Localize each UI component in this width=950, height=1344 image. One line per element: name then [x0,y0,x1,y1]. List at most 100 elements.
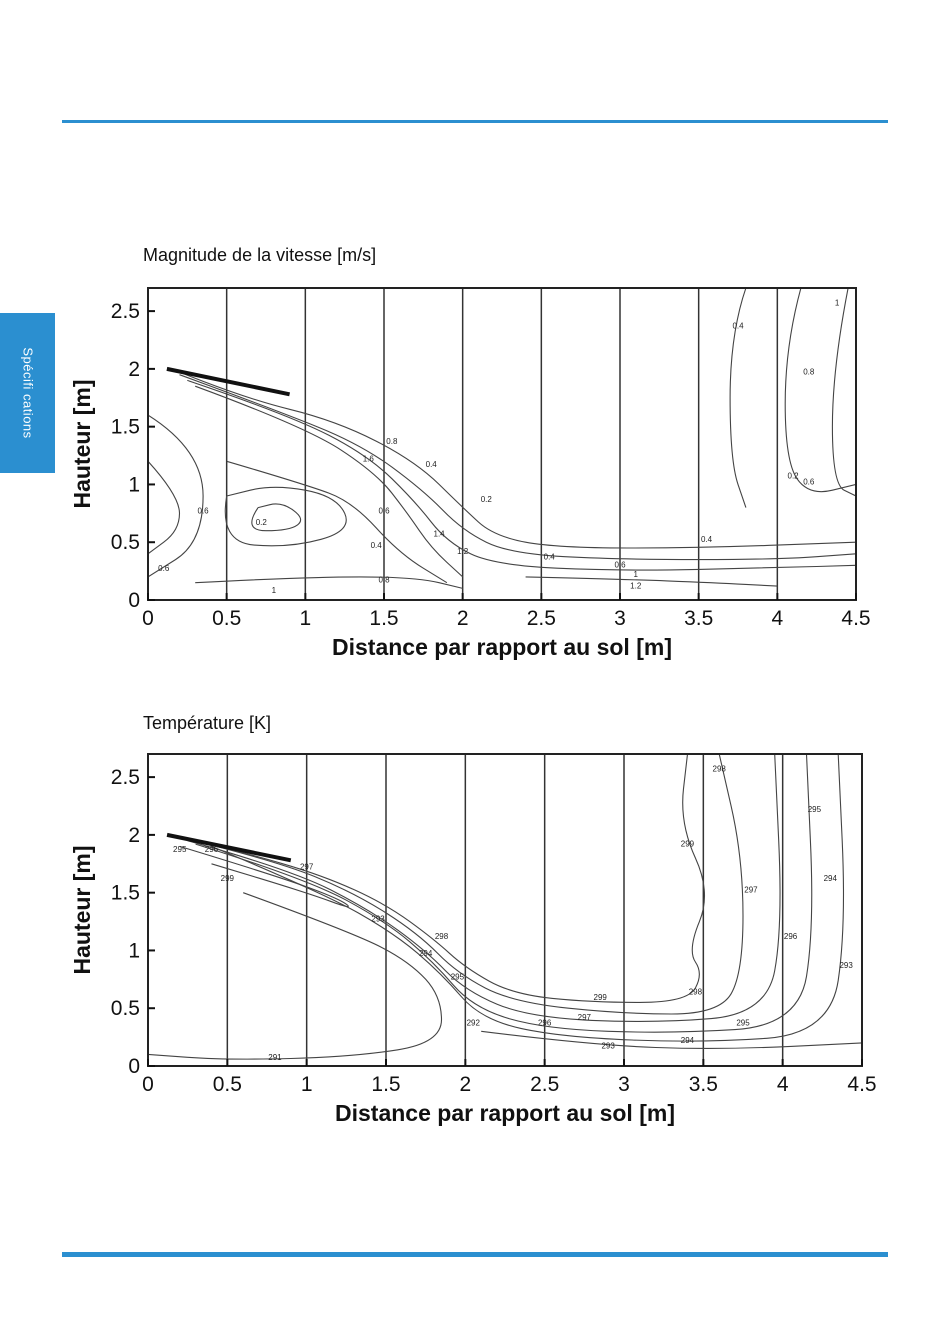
contour-line-6 [224,486,347,547]
contour-label: 297 [578,1013,592,1022]
contour-label: 294 [681,1036,695,1045]
velocity-contour-chart: 0.2 0.4 0.6 0.8 1 1.4 1.2 1.6 0.8 0.4 0.2 0.4 0.4 0.6… [0,260,950,700]
contour-line-13 [831,288,856,497]
contour-label: 0.4 [544,553,556,562]
contour-label: 1.2 [630,581,642,590]
x-tick-label: 3 [614,607,626,630]
contour-label: 0.6 [198,506,210,515]
contour-line-8 [148,460,181,555]
contour-label: 1 [634,570,639,579]
y-tick-label: 2.5 [111,766,140,789]
y-axis-title: Hauteur [m] [69,845,95,974]
contour-label: 0.4 [701,535,713,544]
contour-label: 293 [601,1042,615,1051]
contour-line-3 [195,385,464,578]
chart-1-title: Magnitude de la vitesse [m/s] [143,245,377,265]
contour-label: 291 [268,1053,282,1062]
contour-label: 0.6 [803,477,815,486]
section-side-tab[interactable]: Spécifi cations [0,313,55,473]
y-tick-label: 0.5 [111,997,140,1020]
x-tick-label: 1.5 [369,607,398,630]
contour-label: 299 [594,993,608,1002]
x-tick-label: 0 [142,1073,154,1096]
x-tick-label: 2.5 [530,1073,559,1096]
x-tick-label: 2.5 [527,607,556,630]
contour-line-4 [226,460,448,584]
x-tick-label: 1 [299,607,311,630]
x-tick-label: 4.5 [847,1073,876,1096]
contour-label: 0.8 [803,368,815,377]
contour-label: 295 [451,972,465,981]
y-tick-label: 1.5 [111,416,140,439]
contour-label: 0.8 [378,576,390,585]
plot-frame [147,753,863,1067]
velocity-contour-svg: 0.2 0.4 0.6 0.8 1 1.4 1.2 1.6 0.8 0.4 0.2 0.4 0.4 0.6… [69,287,871,660]
contour-line-11 [729,288,747,508]
contour-lines [148,754,862,1060]
contour-line-2 [187,379,856,571]
contour-line-1 [179,374,856,561]
contour-label: 298 [689,987,703,996]
contour-line-0 [171,368,856,549]
plot-frame [147,287,857,601]
contour-label: 296 [784,932,798,941]
x-tick-label: 2 [459,1073,471,1096]
contour-label: 296 [538,1019,552,1028]
contour-label: 0.2 [256,518,268,527]
x-tick-label: 0 [142,607,154,630]
y-tick-label: 2.5 [111,300,140,323]
contour-label: 294 [824,874,838,883]
contour-line-6 [148,892,443,1060]
x-tick-label: 3 [618,1073,630,1096]
x-tick-label: 0.5 [213,1073,242,1096]
footer-rule [62,1252,888,1257]
contour-label: 0.4 [732,321,744,330]
contour-label: 0.8 [386,437,398,446]
x-tick-label: 1 [301,1073,313,1096]
contour-line-0 [171,754,706,1003]
contour-label: 0.6 [158,564,170,573]
contour-label: 294 [419,949,433,958]
header-rule [62,120,888,123]
contour-line-2 [187,754,781,1023]
x-tick-label: 0.5 [212,607,241,630]
x-tick-label: 3.5 [684,607,713,630]
contour-label: 0.6 [614,561,626,570]
contour-label: 298 [713,764,727,773]
x-tick-label: 2 [457,607,469,630]
contour-label: 0.6 [378,506,390,515]
y-axis-title: Hauteur [m] [69,379,95,508]
contour-line-12 [784,288,856,493]
contour-label: 293 [371,915,385,924]
contour-label: 296 [205,845,219,854]
y-tick-label: 1 [128,473,140,496]
contour-line-7 [481,1030,862,1049]
contour-label: 299 [221,874,235,883]
contour-label: 1 [272,586,277,595]
x-tick-label: 1.5 [371,1073,400,1096]
y-tick-label: 2 [128,824,140,847]
x-tick-label: 4 [771,607,783,630]
contour-label: 1.4 [434,529,446,538]
contour-label: 0.2 [481,495,493,504]
contour-label: 1.2 [457,547,469,556]
contour-label: 1 [835,298,840,307]
y-tick-label: 0 [128,589,140,612]
contour-lines [148,288,856,589]
chart-2-title: Température [K] [143,713,272,733]
inlet-jet [166,366,291,397]
contour-label: 293 [839,961,853,970]
x-tick-label: 4.5 [841,607,870,630]
x-tick-label: 3.5 [689,1073,718,1096]
contour-line-7 [148,414,204,578]
contour-line-9 [195,576,463,589]
y-tick-label: 0 [128,1055,140,1078]
y-tick-label: 2 [128,358,140,381]
contour-line-5 [179,845,349,908]
contour-line-1 [179,754,744,1015]
x-tick-label: 4 [777,1073,789,1096]
y-tick-label: 1.5 [111,882,140,905]
contour-label: 297 [300,863,314,872]
contour-label: 1.6 [363,454,375,463]
contour-label: 292 [467,1019,481,1028]
